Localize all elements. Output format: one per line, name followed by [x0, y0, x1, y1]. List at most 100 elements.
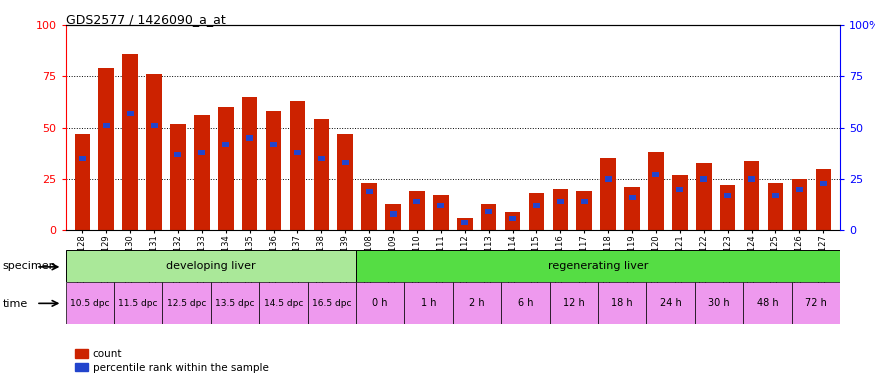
Bar [700, 177, 707, 182]
Bar [361, 183, 377, 230]
Bar [218, 107, 234, 230]
Bar [528, 194, 544, 230]
Bar [624, 187, 640, 230]
Bar [114, 282, 163, 324]
Bar [163, 282, 211, 324]
Bar [672, 175, 688, 230]
Bar [385, 204, 401, 230]
Bar [550, 282, 598, 324]
Text: developing liver: developing liver [166, 261, 256, 271]
Bar [648, 152, 664, 230]
Bar [501, 282, 550, 324]
Text: 2 h: 2 h [469, 298, 485, 308]
Text: 12 h: 12 h [563, 298, 584, 308]
Bar [695, 282, 743, 324]
Text: 12.5 dpc: 12.5 dpc [167, 299, 206, 308]
Text: specimen: specimen [3, 261, 56, 271]
Bar [505, 212, 521, 230]
Bar [533, 203, 540, 208]
Bar [222, 142, 229, 147]
Bar [792, 179, 807, 230]
Bar [199, 150, 206, 155]
Bar [653, 172, 660, 177]
Text: 72 h: 72 h [805, 298, 827, 308]
Bar [356, 282, 404, 324]
Bar [194, 115, 210, 230]
Bar [127, 111, 134, 116]
Text: regenerating liver: regenerating liver [548, 261, 648, 271]
Bar [338, 134, 353, 230]
Bar [556, 199, 564, 204]
Text: 1 h: 1 h [421, 298, 437, 308]
Bar [577, 191, 592, 230]
Bar [453, 282, 501, 324]
Bar [242, 97, 257, 230]
Bar [146, 74, 162, 230]
Bar [174, 152, 181, 157]
Bar [816, 169, 831, 230]
Bar [270, 142, 277, 147]
Bar [266, 111, 282, 230]
Text: 14.5 dpc: 14.5 dpc [263, 299, 303, 308]
Bar [102, 123, 109, 128]
Bar [605, 177, 612, 182]
Bar [414, 199, 421, 204]
Bar [74, 134, 90, 230]
Bar [696, 162, 711, 230]
Bar [676, 187, 683, 192]
Text: 16.5 dpc: 16.5 dpc [312, 299, 352, 308]
Bar [99, 68, 114, 230]
Text: 13.5 dpc: 13.5 dpc [215, 299, 255, 308]
Bar [724, 193, 732, 198]
Legend: count, percentile rank within the sample: count, percentile rank within the sample [71, 345, 273, 377]
Bar [150, 123, 158, 128]
Bar [481, 204, 496, 230]
Bar [389, 212, 396, 217]
Bar [66, 282, 114, 324]
Bar [767, 183, 783, 230]
Bar [294, 150, 301, 155]
Bar [259, 282, 308, 324]
Bar [748, 177, 755, 182]
Bar [308, 282, 356, 324]
Text: time: time [3, 299, 28, 309]
Bar [461, 220, 468, 225]
Bar [581, 199, 588, 204]
Bar [318, 156, 325, 161]
Bar [356, 250, 840, 282]
Bar [600, 159, 616, 230]
Bar [438, 203, 444, 208]
Bar [366, 189, 373, 194]
Bar [457, 218, 472, 230]
Text: GDS2577 / 1426090_a_at: GDS2577 / 1426090_a_at [66, 13, 226, 26]
Bar [211, 282, 259, 324]
Bar [647, 282, 695, 324]
Bar [290, 101, 305, 230]
Bar [743, 282, 792, 324]
Bar [410, 191, 424, 230]
Bar [246, 136, 253, 141]
Bar [820, 180, 827, 186]
Text: 10.5 dpc: 10.5 dpc [70, 299, 109, 308]
Bar [342, 160, 349, 165]
Text: 0 h: 0 h [373, 298, 388, 308]
Text: 30 h: 30 h [708, 298, 730, 308]
Text: 6 h: 6 h [518, 298, 533, 308]
Bar [598, 282, 647, 324]
Bar [772, 193, 779, 198]
Bar [404, 282, 453, 324]
Bar [744, 161, 760, 230]
Bar [171, 124, 186, 230]
Bar [720, 185, 735, 230]
Bar [66, 250, 356, 282]
Bar [796, 187, 803, 192]
Bar [628, 195, 635, 200]
Bar [509, 215, 516, 221]
Text: 18 h: 18 h [612, 298, 633, 308]
Bar [485, 209, 492, 215]
Text: 48 h: 48 h [757, 298, 778, 308]
Bar [553, 189, 568, 230]
Bar [79, 156, 86, 161]
Text: 11.5 dpc: 11.5 dpc [118, 299, 158, 308]
Bar [433, 195, 449, 230]
